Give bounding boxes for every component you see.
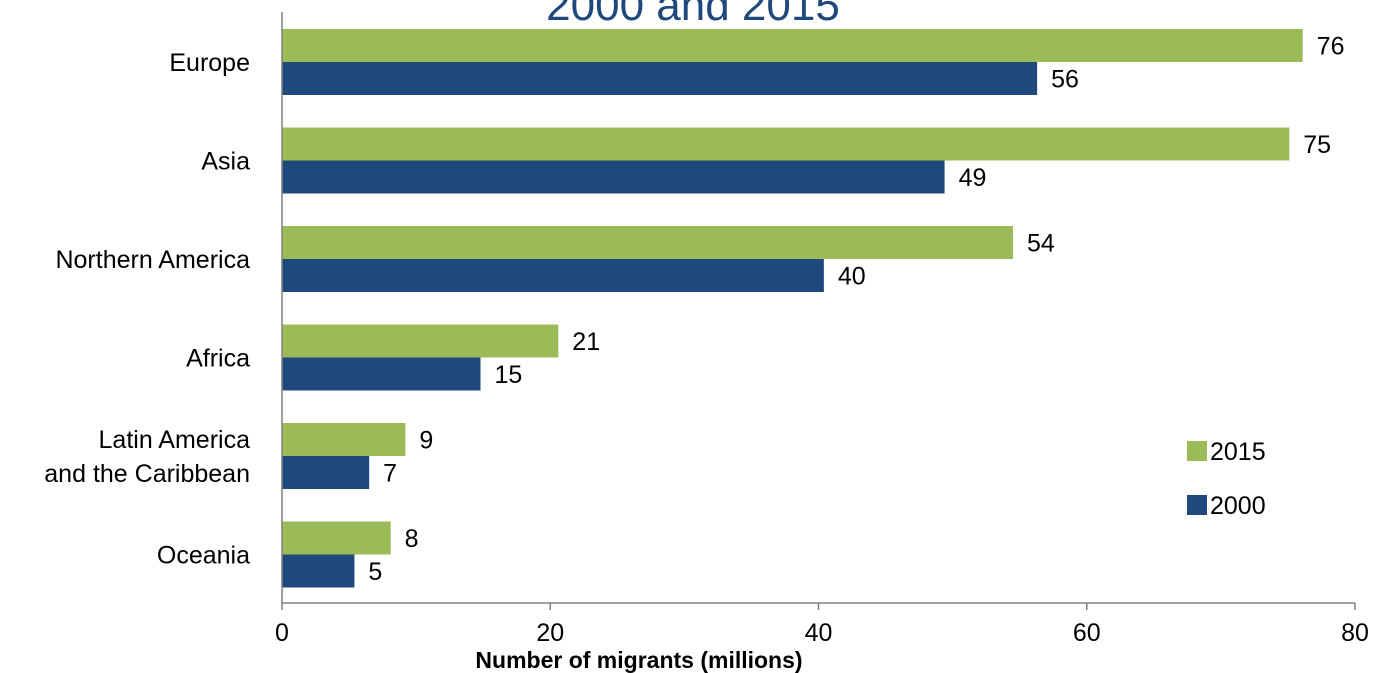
bar-2015-3 (282, 324, 559, 358)
value-label-2015-5: 8 (405, 525, 419, 553)
category-label-4-line-0: Latin America (99, 426, 251, 454)
bar-2015-1 (282, 127, 1290, 161)
value-label-2000-0: 56 (1051, 66, 1079, 94)
legend: 2015 2000 (1187, 438, 1266, 520)
legend-label-2000: 2000 (1210, 492, 1266, 520)
x-tick-label-3: 60 (1073, 619, 1101, 647)
category-label-0: Europe (169, 49, 250, 77)
bars-layer (282, 29, 1303, 588)
bar-2000-3 (282, 357, 481, 391)
bar-2000-0 (282, 62, 1038, 95)
value-label-2015-4: 9 (419, 427, 433, 455)
category-label-4-line-1: and the Caribbean (44, 460, 250, 488)
value-label-2000-5: 5 (368, 558, 382, 586)
value-labels-layer: 76 56 75 49 54 40 21 15 97 85 (368, 33, 1344, 587)
category-labels-layer: Europe Asia Northern America Africa Latin Am… (44, 49, 250, 570)
bar-2000-5 (282, 554, 355, 588)
x-tick-label-4: 80 (1341, 619, 1369, 647)
chart-title: 2000 and 2015 (546, 0, 840, 30)
value-label-2015-3: 21 (572, 328, 600, 356)
category-label-2: Northern America (55, 246, 250, 274)
value-label-2000-4: 7 (383, 460, 397, 488)
bar-2000-1 (282, 160, 945, 194)
category-label-5: Oceania (157, 542, 250, 570)
bar-2015-4 (282, 423, 406, 456)
bar-2015-5 (282, 521, 391, 555)
value-label-2015-0: 76 (1317, 33, 1345, 61)
bar-2015-0 (282, 29, 1303, 62)
x-axis-title: Number of migrants (millions) (475, 647, 802, 673)
value-label-2000-1: 49 (959, 164, 987, 192)
category-label-1: Asia (201, 148, 250, 176)
x-tick-label-2: 40 (805, 619, 833, 647)
x-tick-label-0: 0 (275, 619, 289, 647)
bar-2000-2 (282, 259, 824, 292)
value-label-2000-2: 40 (838, 263, 866, 291)
bar-2000-4 (282, 456, 370, 489)
category-label-3: Africa (186, 345, 250, 373)
legend-swatch-2000 (1187, 495, 1207, 515)
value-label-2015-1: 75 (1303, 131, 1331, 159)
value-label-2015-2: 54 (1027, 230, 1055, 258)
axis-layer: 0 20 40 60 80 (275, 12, 1369, 647)
x-tick-label-1: 20 (536, 619, 564, 647)
bar-2015-2 (282, 226, 1013, 259)
legend-label-2015: 2015 (1210, 438, 1266, 466)
value-label-2000-3: 15 (495, 361, 523, 389)
legend-swatch-2015 (1187, 441, 1207, 461)
